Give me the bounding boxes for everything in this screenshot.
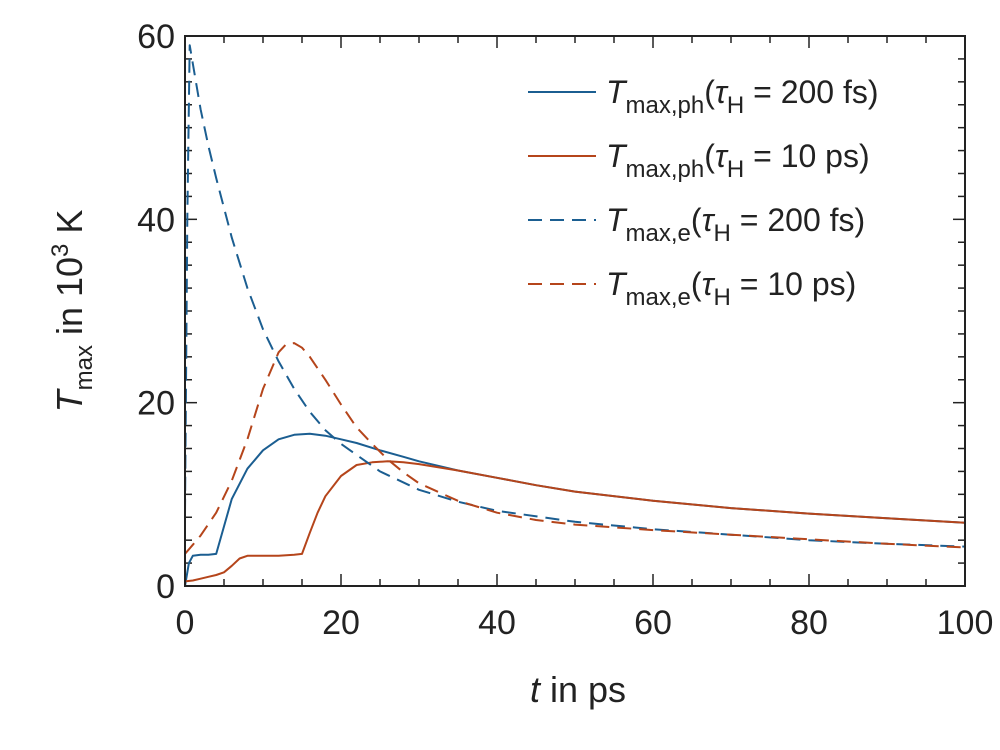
x-tick-label: 20 xyxy=(322,604,360,642)
x-axis-rest: in ps xyxy=(540,669,626,710)
y-axis-rest: in 10 xyxy=(49,257,90,345)
series-line-3 xyxy=(184,44,966,548)
axis-ticks xyxy=(184,35,966,587)
y-tick-label: 0 xyxy=(156,568,175,606)
x-axis-var: t xyxy=(530,669,542,710)
x-tick-label: 80 xyxy=(790,604,828,642)
legend-entry-2: Tmax,ph(τH = 10 ps) xyxy=(606,138,870,183)
y-axis-sup: 3 xyxy=(47,244,74,257)
y-axis-unit: K xyxy=(49,210,90,244)
x-tick-label: 60 xyxy=(634,604,672,642)
x-tick-label: 0 xyxy=(176,604,195,642)
legend-entry-1: Tmax,ph(τH = 200 fs) xyxy=(606,74,879,119)
series-lines xyxy=(184,44,966,587)
y-tick-label: 20 xyxy=(137,385,175,423)
plot-frame xyxy=(184,35,966,587)
y-axis-label: Tmax in 103 K xyxy=(47,210,98,413)
y-axis-sub: max xyxy=(71,345,98,390)
x-axis-label: t in ps xyxy=(530,669,626,710)
tick-labels: 0 20 40 60 80 100 0 20 40 60 xyxy=(137,18,993,642)
legend: Tmax,ph(τH = 200 fs) Tmax,ph(τH = 10 ps) T… xyxy=(528,74,879,311)
legend-entry-3: Tmax,e(τH = 200 fs) xyxy=(606,202,865,247)
x-tick-label: 40 xyxy=(478,604,516,642)
y-tick-label: 40 xyxy=(137,201,175,239)
x-tick-label: 100 xyxy=(937,604,994,642)
series-line-2 xyxy=(184,460,966,583)
legend-entry-4: Tmax,e(τH = 10 ps) xyxy=(606,266,856,311)
series-line-1 xyxy=(184,432,966,587)
y-axis-var: T xyxy=(49,387,90,412)
series-line-4 xyxy=(184,342,966,555)
y-tick-label: 60 xyxy=(137,18,175,56)
